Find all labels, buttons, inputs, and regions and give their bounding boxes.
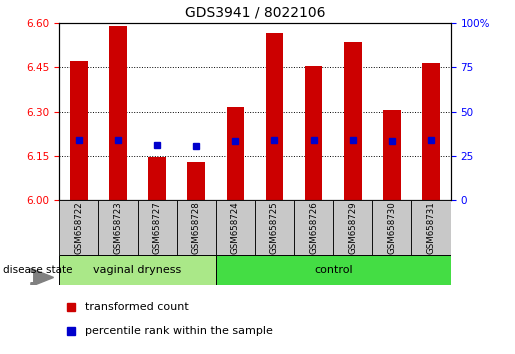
Text: percentile rank within the sample: percentile rank within the sample [84, 326, 272, 336]
Bar [148, 157, 166, 200]
Text: GSM658726: GSM658726 [309, 202, 318, 255]
FancyArrow shape [31, 268, 54, 286]
Bar [305, 66, 322, 200]
Bar [344, 42, 362, 200]
Text: GSM658728: GSM658728 [192, 202, 201, 255]
Bar [187, 162, 205, 200]
Bar [109, 26, 127, 200]
Bar [227, 107, 244, 200]
Bar [372, 200, 411, 255]
Bar [411, 200, 451, 255]
Bar [383, 110, 401, 200]
Text: control: control [314, 265, 352, 275]
Text: GSM658722: GSM658722 [74, 202, 83, 255]
Bar [333, 200, 372, 255]
Bar [216, 200, 255, 255]
Text: vaginal dryness: vaginal dryness [93, 265, 182, 275]
Text: GSM658729: GSM658729 [348, 202, 357, 254]
Title: GDS3941 / 8022106: GDS3941 / 8022106 [185, 5, 325, 19]
Text: transformed count: transformed count [84, 302, 188, 312]
Bar [59, 255, 216, 285]
Text: GSM658727: GSM658727 [152, 202, 162, 255]
Bar [98, 200, 138, 255]
Bar [422, 63, 440, 200]
Bar [177, 200, 216, 255]
Text: GSM658724: GSM658724 [231, 202, 240, 255]
Text: GSM658725: GSM658725 [270, 202, 279, 255]
Bar [266, 33, 283, 200]
Bar [138, 200, 177, 255]
Bar [70, 61, 88, 200]
Bar [59, 200, 98, 255]
Bar [294, 200, 333, 255]
Text: GSM658723: GSM658723 [113, 202, 123, 255]
Bar [255, 200, 294, 255]
Bar [216, 255, 451, 285]
Text: GSM658730: GSM658730 [387, 202, 397, 255]
Text: disease state: disease state [3, 265, 72, 275]
Text: GSM658731: GSM658731 [426, 202, 436, 255]
